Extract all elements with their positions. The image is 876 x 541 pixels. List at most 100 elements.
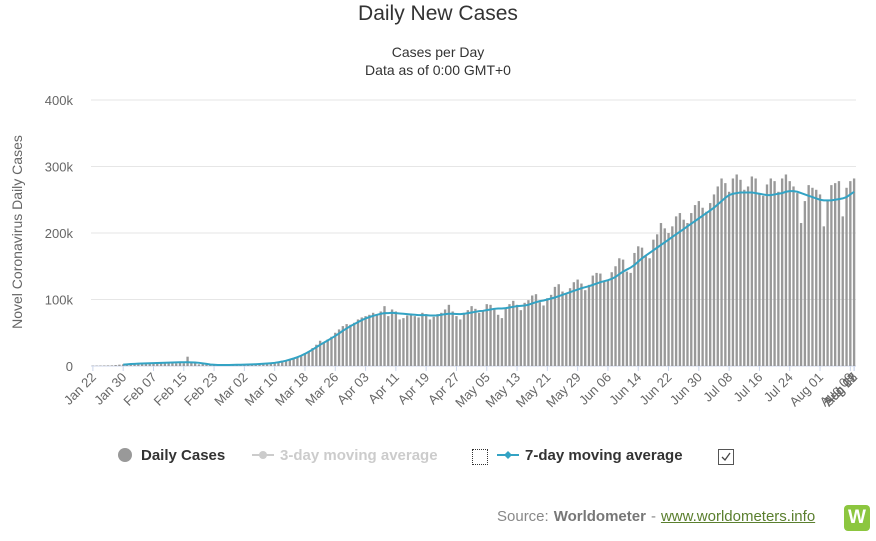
x-tick-label: Apr 19 [395, 370, 433, 408]
x-tick-label: Jul 08 [700, 370, 735, 405]
chart-legend: Daily Cases 3-day moving average 7-day m… [0, 444, 876, 468]
x-tick-label: Mar 26 [302, 370, 341, 409]
daily-case-bar [663, 228, 666, 366]
legend-3day-average[interactable]: 3-day moving average [252, 444, 438, 466]
source-separator: - [650, 508, 656, 525]
daily-case-bar [171, 363, 174, 366]
daily-case-bar [512, 300, 515, 366]
daily-case-bar [114, 365, 117, 366]
legend-daily-cases[interactable]: Daily Cases [117, 444, 225, 466]
daily-case-bar [682, 219, 685, 366]
daily-case-bar [322, 342, 326, 366]
x-tick-label: Jun 14 [606, 370, 644, 408]
daily-case-bar [110, 365, 114, 366]
daily-cases-bars [91, 174, 856, 366]
daily-case-bar [849, 181, 852, 366]
subtitle-data-timestamp: Data as of 0:00 GMT+0 [365, 62, 511, 78]
daily-case-bar [599, 273, 602, 366]
daily-case-bar [474, 308, 477, 366]
daily-case-bar [379, 311, 382, 366]
daily-case-bar [527, 300, 530, 366]
worldometers-link[interactable]: www.worldometers.info [660, 508, 816, 525]
daily-case-bar [356, 319, 360, 366]
daily-case-bar [481, 311, 485, 366]
daily-case-bar [587, 284, 591, 366]
ma7-checkbox[interactable] [718, 449, 734, 465]
daily-case-bar [549, 294, 553, 366]
daily-case-bar [625, 271, 629, 366]
daily-case-bar [364, 316, 367, 366]
daily-case-bar [360, 317, 363, 366]
daily-case-bar [447, 304, 451, 366]
legend-3day-average-label: 3-day moving average [280, 446, 438, 464]
daily-case-bar [152, 363, 155, 366]
daily-case-bar [144, 363, 148, 366]
daily-case-bar [773, 181, 776, 366]
daily-case-bar [815, 189, 818, 366]
daily-case-bar [553, 286, 557, 366]
daily-case-bar [394, 311, 398, 366]
daily-case-bar [777, 191, 780, 366]
daily-case-bar [557, 284, 560, 366]
daily-case-bar [788, 181, 791, 366]
daily-case-bar [758, 193, 761, 366]
daily-case-bar [584, 290, 587, 366]
daily-case-bar [739, 179, 742, 366]
daily-case-bar [122, 364, 125, 366]
daily-case-bar [440, 312, 443, 366]
worldometer-logo-icon[interactable]: W [844, 505, 870, 531]
daily-case-bar [606, 279, 610, 366]
legend-7day-average-label: 7-day moving average [525, 446, 683, 464]
daily-case-bar [103, 365, 106, 366]
daily-case-bar [462, 312, 466, 366]
x-tick-label: Jul 16 [730, 370, 765, 405]
daily-case-bar [841, 216, 844, 366]
daily-case-bar [167, 363, 170, 366]
daily-case-bar [443, 309, 447, 366]
daily-case-bar [175, 363, 178, 366]
daily-case-bar [296, 357, 299, 366]
daily-case-bar [478, 312, 481, 366]
daily-case-bar [159, 363, 163, 366]
daily-case-bar [303, 353, 307, 366]
daily-case-bar [273, 363, 276, 366]
daily-case-bar [656, 234, 659, 366]
daily-case-bar [156, 363, 159, 366]
daily-case-bar [561, 291, 564, 366]
daily-case-bar [281, 362, 284, 366]
daily-case-bar [334, 332, 337, 366]
daily-case-bar [413, 316, 416, 366]
daily-case-bar [621, 259, 625, 366]
daily-case-bar [424, 314, 428, 366]
subtitle-cases-per-day: Cases per Day [391, 44, 485, 60]
daily-case-bar [330, 336, 333, 366]
daily-case-bar [546, 298, 549, 366]
y-tick-label: 100k [45, 293, 74, 308]
daily-case-bar [595, 272, 598, 366]
y-tick-label: 200k [45, 226, 74, 241]
daily-case-bar [542, 305, 545, 366]
legend-7day-average[interactable]: 7-day moving average [497, 444, 683, 466]
y-tick-label: 400k [45, 93, 74, 108]
y-tick-label: 300k [45, 160, 74, 175]
ma3-marker-icon [252, 451, 274, 459]
daily-case-bar [496, 314, 500, 366]
daily-case-bar [489, 304, 492, 366]
legend-daily-cases-label: Daily Cases [141, 446, 226, 464]
daily-case-bar [390, 309, 394, 366]
x-tick-label: Mar 18 [272, 370, 311, 409]
daily-case-bar [618, 258, 621, 366]
daily-case-bar [315, 344, 318, 366]
daily-case-bar [368, 314, 371, 366]
daily-cases-marker-icon [118, 448, 132, 462]
daily-case-bar [614, 266, 617, 366]
daily-case-bar [284, 360, 288, 366]
daily-case-bar [201, 364, 204, 366]
daily-case-bar [318, 340, 322, 366]
daily-case-bar [762, 195, 765, 366]
ma3-checkbox[interactable] [472, 449, 488, 465]
daily-case-bar [470, 306, 473, 366]
source-brand: Worldometer [553, 508, 646, 525]
x-tick-label: Jun 22 [636, 370, 674, 408]
